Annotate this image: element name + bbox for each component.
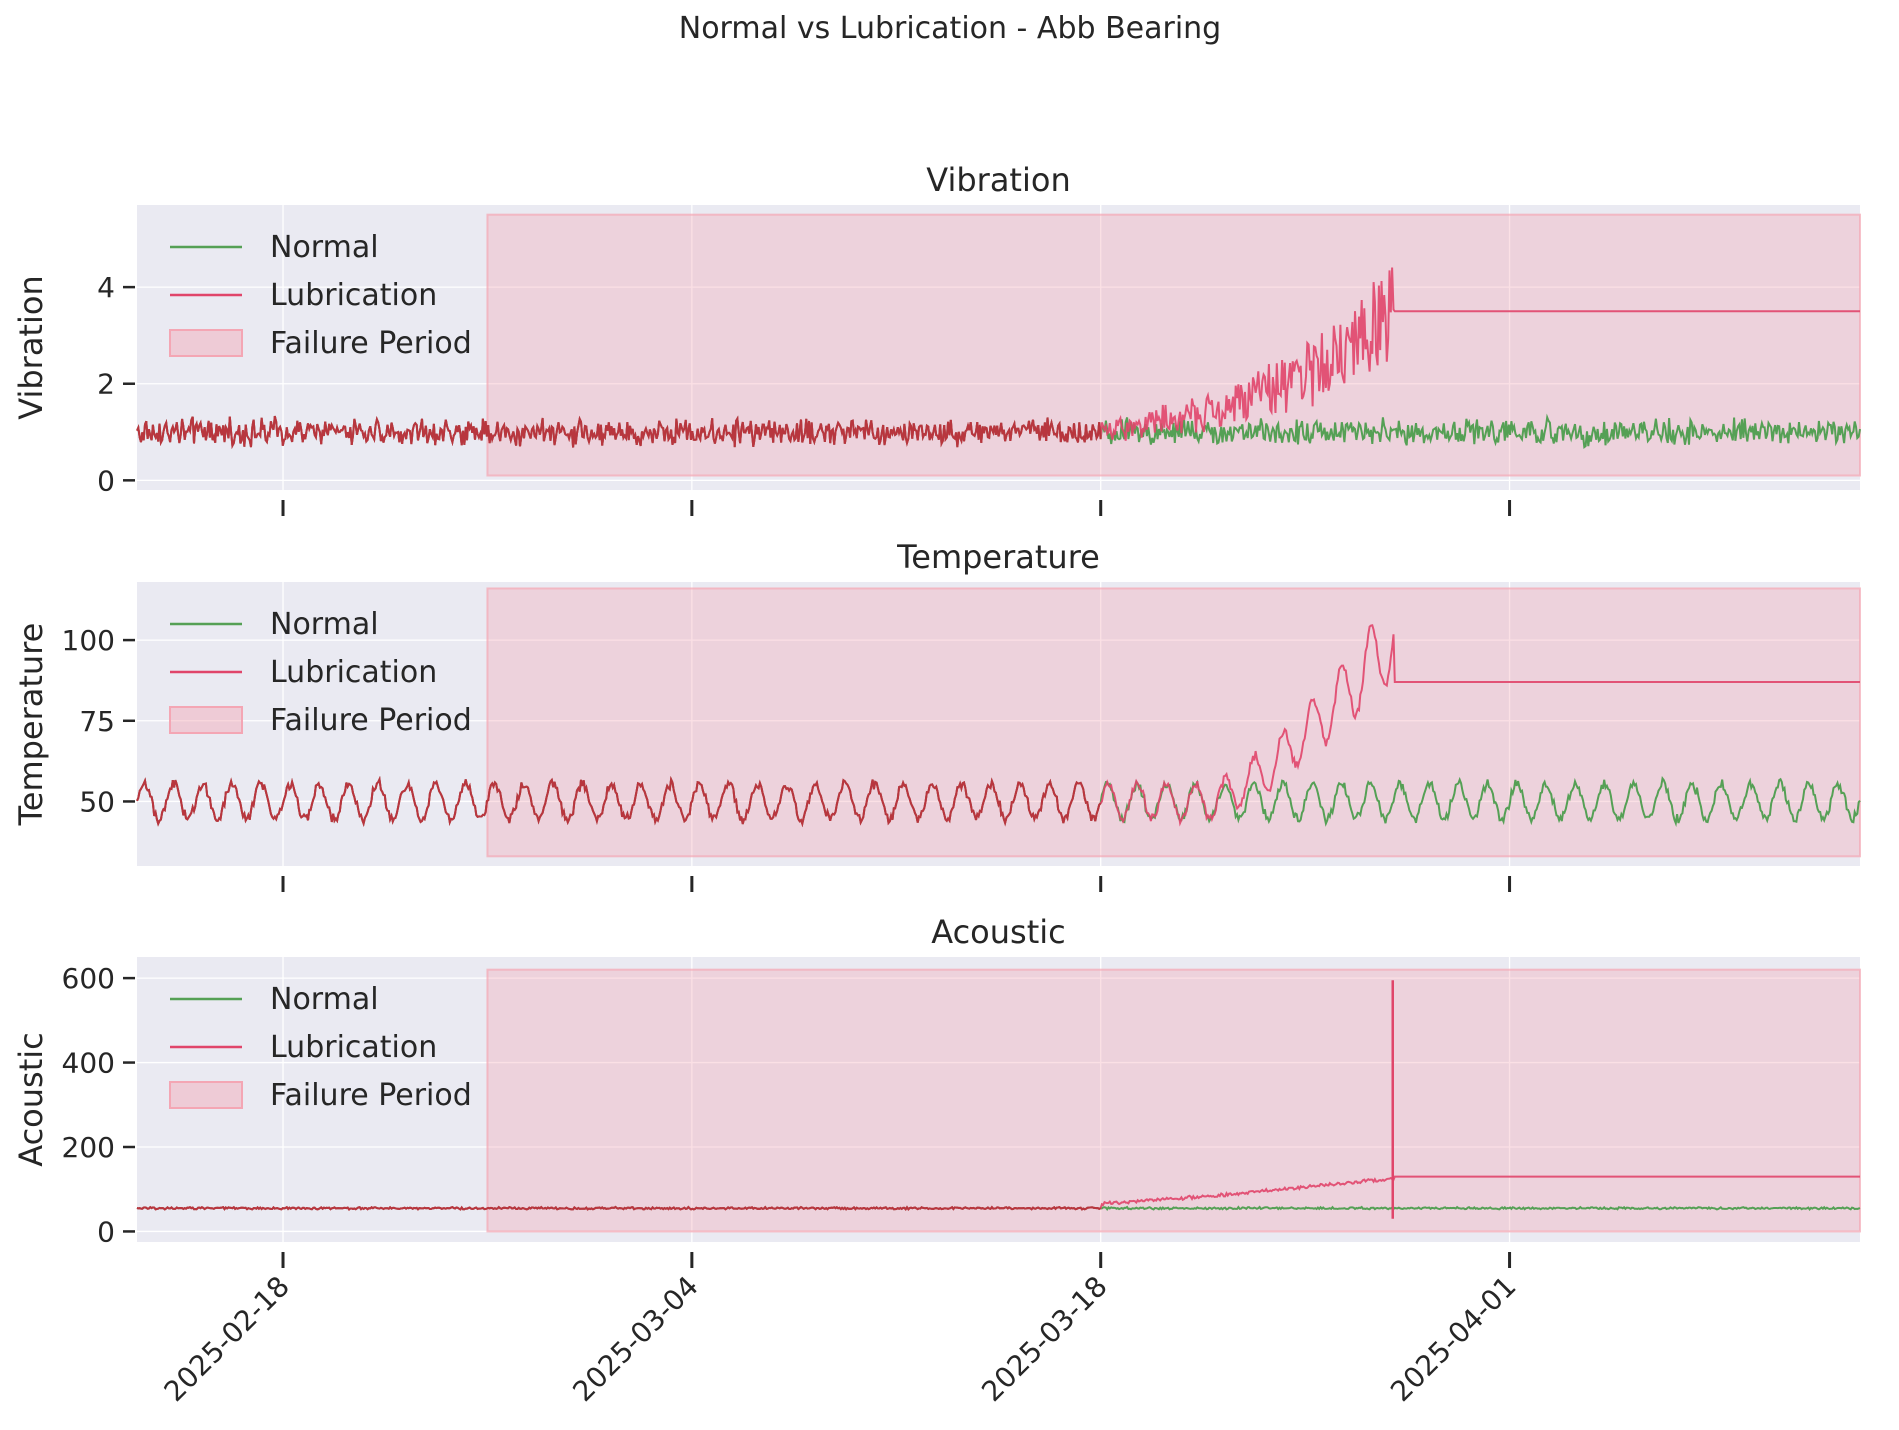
y-tick-label: 600 xyxy=(62,962,115,995)
axes-background xyxy=(137,957,1860,1242)
subplots: Vibration Vibration 0 2 4 Normal Lubrication Fa… xyxy=(12,161,1861,1408)
y-tick-label: 0 xyxy=(97,464,115,497)
legend-label: Normal xyxy=(270,230,379,265)
subplot-temperature: Temperature Temperature 50 75 100 Normal Lubri… xyxy=(12,538,1861,892)
series-overlap xyxy=(136,775,1102,828)
y-tick-label: 0 xyxy=(97,1215,115,1248)
legend-label: Failure Period xyxy=(270,1078,472,1113)
x-tick-label: 2025-04-01 xyxy=(1384,1270,1522,1408)
legend-swatch-failure-period xyxy=(169,1081,243,1109)
y-axis-label: Vibration xyxy=(12,275,50,419)
failure-period-span xyxy=(486,968,1861,1233)
legend-label: Lubrication xyxy=(270,278,437,313)
legend: Normal Lubrication Failure Period xyxy=(169,230,472,361)
figure-title: Normal vs Lubrication - Abb Bearing xyxy=(679,11,1221,46)
legend-label: Lubrication xyxy=(270,1030,437,1065)
y-axis-label: Acoustic xyxy=(12,1032,50,1166)
axes-background xyxy=(137,205,1860,490)
subplot-vibration: Vibration Vibration 0 2 4 Normal Lubrication Fa… xyxy=(12,161,1861,516)
legend-label: Failure Period xyxy=(270,326,472,361)
y-axis-label: Temperature xyxy=(12,623,50,827)
y-tick-label: 75 xyxy=(79,705,115,738)
y-tick-label: 50 xyxy=(79,785,115,818)
series-overlap xyxy=(136,415,1102,449)
x-tick-label: 2025-02-18 xyxy=(158,1270,296,1408)
series-overlap xyxy=(136,1205,1102,1211)
legend-swatch-failure-period xyxy=(169,329,243,357)
failure-period-span xyxy=(486,587,1861,858)
y-tick-label: 200 xyxy=(62,1131,115,1164)
legend-label: Lubrication xyxy=(270,655,437,690)
legend-swatch-failure-period xyxy=(169,706,243,734)
subplot-title: Temperature xyxy=(896,538,1100,576)
subplot-title: Acoustic xyxy=(931,913,1065,951)
legend-label: Normal xyxy=(270,607,379,642)
subplot-title: Vibration xyxy=(926,161,1070,199)
legend-label: Normal xyxy=(270,982,379,1017)
x-tick-label: 2025-03-18 xyxy=(975,1270,1113,1408)
legend-label: Failure Period xyxy=(270,703,472,738)
y-tick-label: 400 xyxy=(62,1047,115,1080)
y-tick-label: 100 xyxy=(62,624,115,657)
legend: Normal Lubrication Failure Period xyxy=(169,607,472,738)
legend: Normal Lubrication Failure Period xyxy=(169,982,472,1113)
y-tick-label: 2 xyxy=(97,368,115,401)
y-tick-label: 4 xyxy=(97,271,115,304)
x-tick-label: 2025-03-04 xyxy=(566,1270,704,1408)
subplot-acoustic: Acoustic Acoustic 0 200 400 600 2025-02-18 2025… xyxy=(12,913,1861,1408)
